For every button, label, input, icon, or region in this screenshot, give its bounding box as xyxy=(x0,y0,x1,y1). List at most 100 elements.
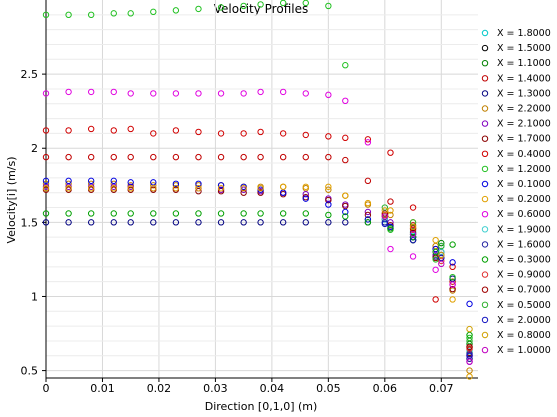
x-tick-label: 0.02 xyxy=(147,382,172,395)
data-point xyxy=(65,11,72,19)
data-point xyxy=(325,186,332,193)
data-point xyxy=(279,219,287,226)
legend-label: X = 2.0000 xyxy=(497,315,551,326)
data-point xyxy=(240,2,247,10)
data-point xyxy=(466,337,473,345)
data-point xyxy=(42,127,50,134)
data-point xyxy=(279,0,287,7)
legend: X = 1.8000 X = 1.5000 X = 1.1000 X = 1.4000… xyxy=(481,28,551,356)
data-point xyxy=(195,185,202,192)
data-point xyxy=(438,242,445,250)
legend-marker xyxy=(481,120,489,127)
data-point xyxy=(240,210,247,217)
data-point xyxy=(150,210,157,217)
y-tick-label: 1 xyxy=(31,290,38,303)
legend-marker xyxy=(481,195,489,203)
data-point xyxy=(150,153,157,161)
data-point xyxy=(342,202,349,210)
data-point xyxy=(449,281,456,288)
data-point xyxy=(466,300,473,308)
data-point xyxy=(409,219,417,226)
data-point xyxy=(257,128,264,136)
data-point xyxy=(387,245,394,253)
data-point xyxy=(466,325,473,333)
data-point xyxy=(195,90,202,97)
legend-label: X = 0.2000 xyxy=(497,194,551,205)
data-point xyxy=(302,131,309,139)
data-point xyxy=(432,256,439,263)
legend-marker xyxy=(481,226,489,233)
data-point xyxy=(342,208,349,216)
y-tick-label: 2 xyxy=(31,142,38,155)
data-point xyxy=(302,190,309,198)
legend-label: X = 0.9000 xyxy=(497,270,551,281)
data-point xyxy=(325,201,332,208)
data-point xyxy=(150,179,157,186)
data-point xyxy=(449,241,456,248)
legend-item: X = 0.1000 xyxy=(481,179,551,190)
data-point xyxy=(438,257,445,265)
data-point xyxy=(342,62,349,69)
legend-label: X = 1.9000 xyxy=(497,224,551,235)
data-point xyxy=(87,88,95,96)
legend-item: X = 1.8000 xyxy=(481,28,551,39)
data-point xyxy=(240,219,247,226)
x-tick-label: 0.06 xyxy=(373,382,398,395)
data-point xyxy=(195,5,202,13)
data-point xyxy=(195,153,202,161)
legend-item: X = 0.4000 xyxy=(481,149,551,160)
legend-item: X = 1.0000 xyxy=(481,345,551,356)
data-point xyxy=(257,189,264,196)
data-point xyxy=(364,216,372,223)
legend-marker xyxy=(481,241,489,248)
data-point xyxy=(342,213,349,220)
series-2.0000 xyxy=(381,220,473,359)
data-point xyxy=(110,180,117,188)
data-point xyxy=(279,210,287,217)
data-point xyxy=(127,10,134,17)
data-point xyxy=(150,90,157,97)
data-point xyxy=(127,179,134,186)
data-point xyxy=(240,90,247,97)
data-point xyxy=(217,153,225,161)
legend-marker xyxy=(481,271,489,278)
data-point xyxy=(217,188,225,195)
data-point xyxy=(325,2,332,10)
data-point xyxy=(302,210,309,217)
legend-label: X = 1.1000 xyxy=(497,58,551,69)
data-point xyxy=(342,156,349,164)
x-tick-label: 0.01 xyxy=(90,382,115,395)
legend-marker xyxy=(481,60,489,67)
data-point xyxy=(364,136,372,143)
data-point xyxy=(110,219,117,226)
data-point xyxy=(65,210,72,217)
series-0.5000 xyxy=(381,204,473,345)
data-point xyxy=(432,248,439,256)
data-point xyxy=(409,223,417,231)
series-0.2000 xyxy=(42,183,473,380)
data-point xyxy=(438,239,445,247)
legend-marker xyxy=(481,44,489,52)
data-point xyxy=(302,153,309,161)
legend-marker xyxy=(481,105,489,112)
data-point xyxy=(150,182,157,189)
legend-label: X = 1.8000 xyxy=(497,28,551,39)
legend-item: X = 1.1000 xyxy=(481,58,551,69)
data-point xyxy=(466,340,473,348)
data-point xyxy=(42,180,50,188)
x-tick-label: 0.07 xyxy=(429,382,454,395)
data-point xyxy=(279,88,287,96)
data-point xyxy=(42,177,50,185)
data-point xyxy=(381,216,389,223)
data-point xyxy=(325,91,332,99)
data-point xyxy=(387,225,394,232)
data-point xyxy=(364,208,372,216)
data-point xyxy=(172,90,180,97)
data-point xyxy=(449,296,456,303)
legend-marker xyxy=(481,150,489,158)
legend-item: X = 0.8000 xyxy=(481,330,551,341)
data-point xyxy=(150,130,157,137)
legend-item: X = 0.6000 xyxy=(481,209,551,220)
data-point xyxy=(325,133,332,140)
data-point xyxy=(150,219,157,226)
